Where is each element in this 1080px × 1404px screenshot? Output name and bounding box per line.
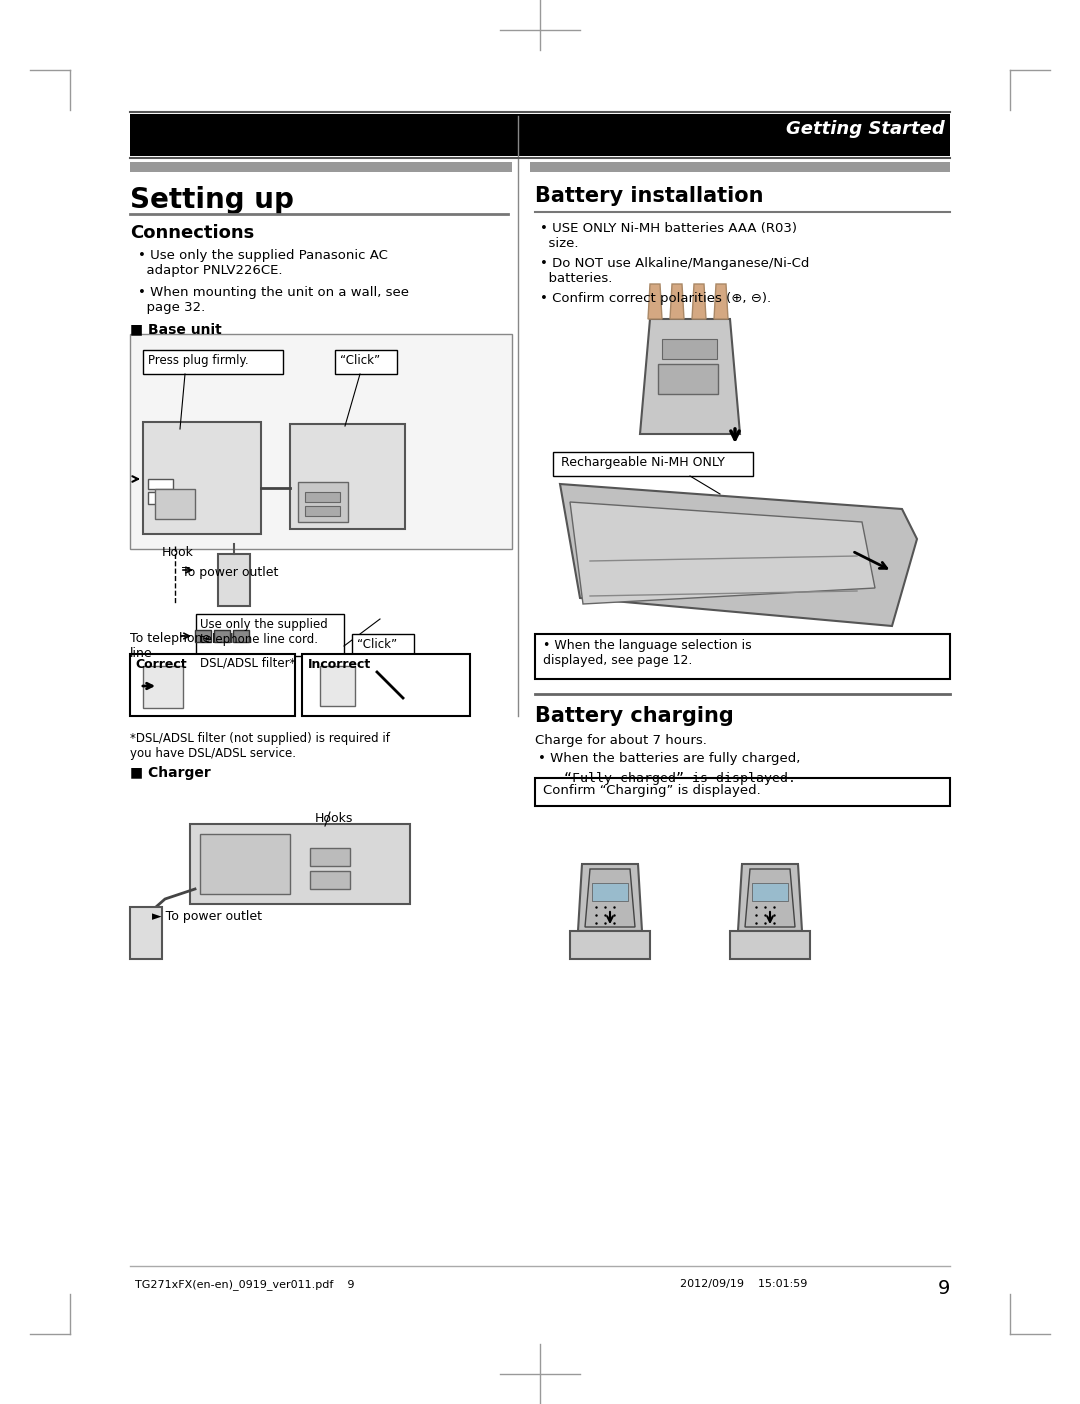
Bar (320, 665, 355, 706)
Bar (148, 491, 173, 504)
Polygon shape (670, 284, 684, 319)
Text: ■ Charger: ■ Charger (130, 767, 211, 781)
Bar (662, 338, 717, 359)
Polygon shape (745, 869, 795, 927)
Text: “Click”: “Click” (340, 354, 380, 366)
Bar (298, 482, 348, 522)
Polygon shape (578, 863, 642, 931)
Text: “Click”: “Click” (357, 637, 397, 651)
Polygon shape (561, 484, 917, 626)
Text: ► To power outlet: ► To power outlet (152, 910, 262, 922)
Polygon shape (570, 503, 875, 604)
Text: • Confirm correct polarities (⊕, ⊖).: • Confirm correct polarities (⊕, ⊖). (540, 292, 771, 305)
Text: Confirm “Charging” is displayed.: Confirm “Charging” is displayed. (543, 783, 760, 797)
Bar (130, 334, 512, 549)
Text: Use only the supplied
telephone line cord.: Use only the supplied telephone line cor… (200, 618, 327, 646)
Bar (156, 489, 195, 519)
Bar (130, 114, 950, 156)
Bar (143, 350, 283, 373)
Text: Battery charging: Battery charging (535, 706, 733, 726)
Text: • When the batteries are fully charged,: • When the batteries are fully charged, (538, 753, 800, 765)
Bar (535, 635, 950, 680)
Bar (535, 778, 950, 806)
Text: Correct: Correct (135, 658, 187, 671)
Bar (592, 883, 627, 901)
Text: “Fully charged” is displayed.: “Fully charged” is displayed. (548, 772, 796, 785)
Bar (352, 635, 414, 656)
Bar (218, 555, 249, 607)
Text: • USE ONLY Ni-MH batteries AAA (R03)
  size.: • USE ONLY Ni-MH batteries AAA (R03) siz… (540, 222, 797, 250)
Text: Hooks: Hooks (315, 812, 353, 826)
Bar (310, 848, 350, 866)
Text: *DSL/ADSL filter (not supplied) is required if
you have DSL/ADSL service.: *DSL/ADSL filter (not supplied) is requi… (130, 731, 390, 760)
Text: Rechargeable Ni-MH ONLY: Rechargeable Ni-MH ONLY (561, 456, 725, 469)
Bar (335, 350, 397, 373)
Bar (305, 491, 340, 503)
Bar (200, 834, 291, 894)
Bar (143, 423, 261, 534)
Text: Setting up: Setting up (130, 185, 294, 213)
Bar (730, 931, 810, 959)
Text: Hook: Hook (162, 546, 194, 559)
Text: To power outlet: To power outlet (183, 566, 279, 578)
Text: Connections: Connections (130, 225, 254, 241)
Text: 9: 9 (937, 1279, 950, 1299)
Text: Incorrect: Incorrect (308, 658, 372, 671)
Text: Press plug firmly.: Press plug firmly. (148, 354, 248, 366)
Bar (752, 883, 788, 901)
Bar (310, 870, 350, 889)
Text: To telephone
line: To telephone line (130, 632, 211, 660)
Bar (570, 931, 650, 959)
Bar (233, 630, 249, 642)
Bar (658, 364, 718, 395)
Bar (530, 161, 950, 173)
Polygon shape (585, 869, 635, 927)
Bar (130, 161, 512, 173)
Bar (553, 452, 753, 476)
Bar (291, 424, 405, 529)
Bar (302, 654, 470, 716)
Text: • Use only the supplied Panasonic AC
  adaptor PNLV226CE.: • Use only the supplied Panasonic AC ada… (138, 249, 388, 277)
Text: • Do NOT use Alkaline/Manganese/Ni-Cd
  batteries.: • Do NOT use Alkaline/Manganese/Ni-Cd ba… (540, 257, 809, 285)
Text: Getting Started: Getting Started (786, 119, 945, 138)
Polygon shape (640, 319, 740, 434)
Bar (195, 630, 211, 642)
Text: 2012/09/19    15:01:59: 2012/09/19 15:01:59 (680, 1279, 808, 1289)
Text: Charge for about 7 hours.: Charge for about 7 hours. (535, 734, 707, 747)
Polygon shape (714, 284, 728, 319)
Text: • When mounting the unit on a wall, see
  page 32.: • When mounting the unit on a wall, see … (138, 286, 409, 314)
Text: Battery installation: Battery installation (535, 185, 764, 206)
Polygon shape (692, 284, 706, 319)
Text: TG271xFX(en-en)_0919_ver011.pdf    9: TG271xFX(en-en)_0919_ver011.pdf 9 (135, 1279, 354, 1290)
Bar (130, 907, 162, 959)
Text: ■ Base unit: ■ Base unit (130, 322, 221, 336)
Bar (190, 824, 410, 904)
Bar (195, 614, 345, 656)
Bar (130, 654, 295, 716)
Text: DSL/ADSL filter*: DSL/ADSL filter* (200, 656, 296, 668)
Text: • When the language selection is
displayed, see page 12.: • When the language selection is display… (543, 639, 752, 667)
Bar (148, 479, 173, 489)
Bar (305, 505, 340, 517)
Polygon shape (738, 863, 802, 931)
Bar (143, 665, 183, 708)
Polygon shape (648, 284, 662, 319)
Bar (214, 630, 230, 642)
